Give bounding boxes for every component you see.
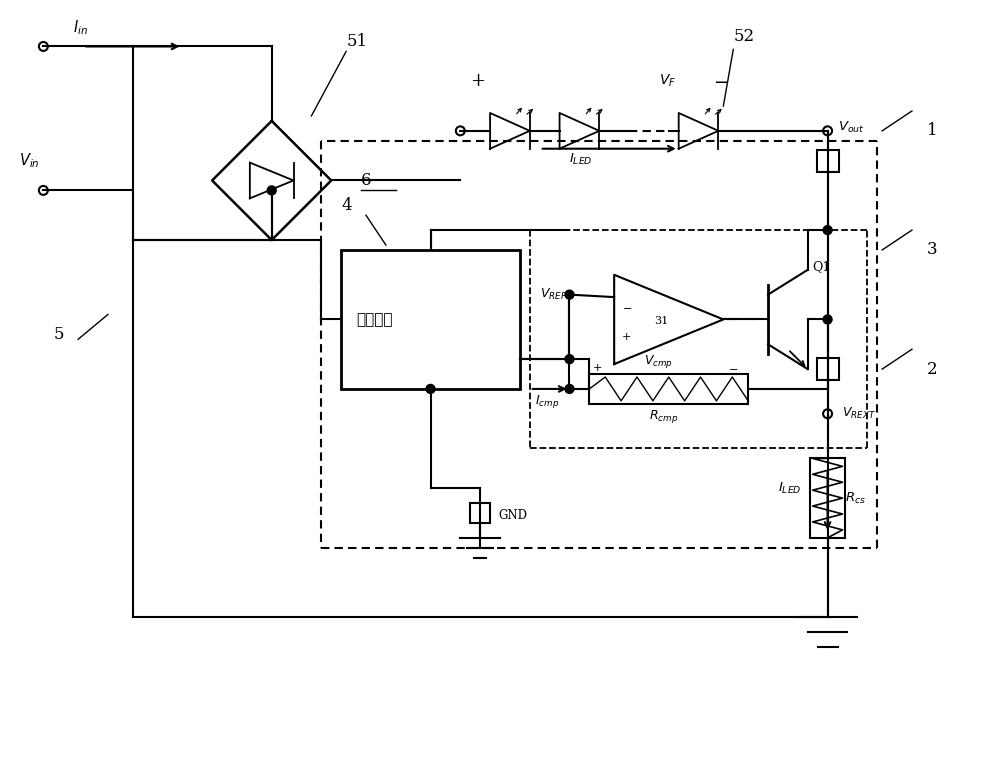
- Text: $V_{cmp}$: $V_{cmp}$: [644, 353, 673, 370]
- Text: $V_F$: $V_F$: [659, 73, 676, 90]
- Text: 31: 31: [654, 317, 668, 326]
- Text: $I_{cmp}$: $I_{cmp}$: [535, 393, 559, 410]
- Text: 调整模块: 调整模块: [356, 312, 393, 327]
- Circle shape: [565, 290, 574, 299]
- Bar: [810, 458, 845, 538]
- Text: $I_{LED}$: $I_{LED}$: [569, 152, 593, 167]
- Bar: [341, 250, 520, 389]
- Text: 2: 2: [927, 361, 937, 377]
- Circle shape: [823, 225, 832, 235]
- Text: Q1: Q1: [813, 260, 831, 272]
- Text: +: +: [622, 332, 631, 342]
- Bar: [817, 150, 839, 172]
- Circle shape: [565, 354, 574, 364]
- Text: $V_{REXT}$: $V_{REXT}$: [842, 406, 877, 421]
- Circle shape: [426, 385, 435, 393]
- Bar: [470, 503, 490, 523]
- Text: 52: 52: [733, 29, 754, 46]
- Text: $-$: $-$: [622, 301, 632, 311]
- Text: $R_{cs}$: $R_{cs}$: [845, 490, 866, 505]
- Text: $V_{out}$: $V_{out}$: [838, 121, 864, 135]
- Text: GND: GND: [498, 509, 527, 521]
- Text: 6: 6: [361, 172, 372, 190]
- Text: $V_{REF}$: $V_{REF}$: [540, 287, 567, 302]
- Text: $-$: $-$: [713, 72, 729, 90]
- Text: 5: 5: [53, 326, 64, 343]
- Text: 51: 51: [346, 33, 367, 50]
- Text: $-$: $-$: [728, 363, 738, 373]
- Circle shape: [565, 385, 574, 393]
- Text: +: +: [470, 72, 485, 90]
- Text: +: +: [592, 363, 602, 373]
- Text: 4: 4: [341, 197, 352, 214]
- Text: $I_{LED}$: $I_{LED}$: [778, 480, 802, 496]
- Text: $V_{in}$: $V_{in}$: [19, 151, 39, 170]
- Bar: [817, 358, 839, 380]
- Text: 3: 3: [927, 241, 937, 259]
- Bar: [589, 374, 748, 404]
- Text: $R_{cmp}$: $R_{cmp}$: [649, 408, 678, 425]
- Circle shape: [823, 315, 832, 324]
- Text: 1: 1: [927, 122, 937, 140]
- Circle shape: [267, 186, 276, 195]
- Text: $I_{in}$: $I_{in}$: [73, 17, 88, 36]
